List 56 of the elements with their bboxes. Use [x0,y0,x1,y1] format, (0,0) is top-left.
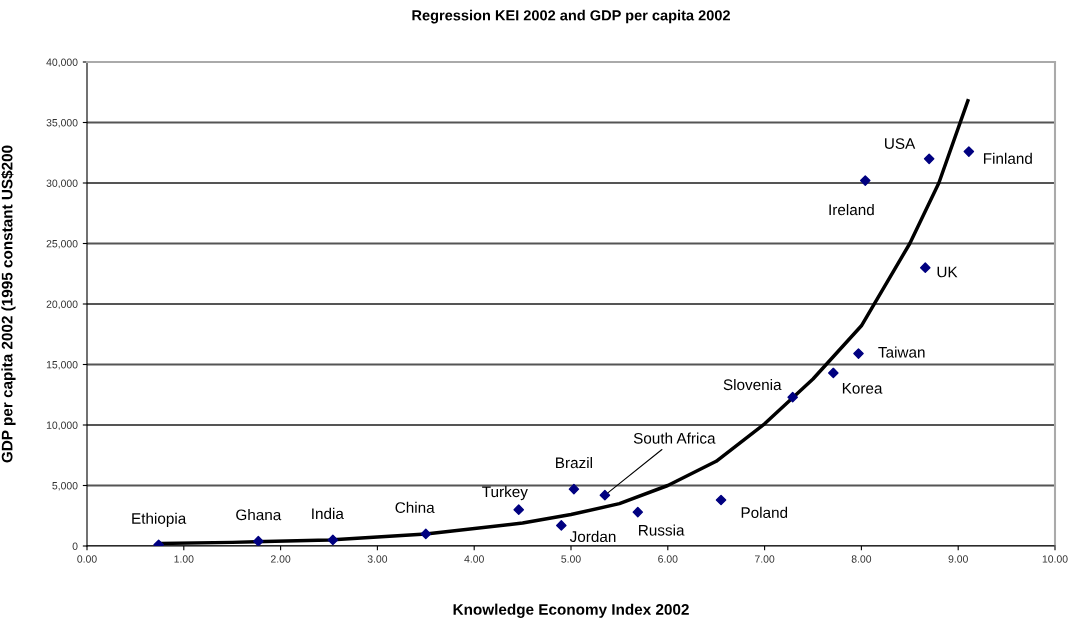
x-tick-label: 9.00 [948,555,968,563]
point [327,534,339,546]
y-tick-label: 30,000 [46,179,78,189]
annotation: Poland [741,506,788,519]
point [568,483,580,495]
point [632,506,644,518]
x-tick-label: 1.00 [174,555,194,563]
chart-title: Regression KEI 2002 and GDP per capita 2002 [412,9,730,24]
y-tick-label: 35,000 [46,119,78,128]
x-tick-label: 7.00 [755,555,775,563]
point [963,146,975,157]
y-tick-label: 15,000 [46,361,78,370]
annotation: Korea [842,383,883,394]
annotation: Brazil [556,457,592,469]
y-tick-label: 40,000 [46,58,78,68]
y-tick-label: 5,000 [52,482,78,491]
annotation: Russia [639,524,685,536]
annotation: South Africa [633,432,716,444]
y-axis-title: GDP per capita 2002 (1995 constant US$200 [1,145,16,463]
y-tick-label: 25,000 [46,240,78,249]
x-tick-label: 0.00 [77,555,97,563]
point [859,175,871,186]
annotation: China [395,501,435,513]
point [919,262,931,274]
point [599,489,611,501]
annotation: Ghana [236,509,282,521]
point [556,520,567,531]
point [513,504,525,516]
x-tick-label: 10.00 [1042,555,1068,563]
x-tick-label: 4.00 [464,555,484,563]
point [853,348,864,359]
annotation: USA [885,138,916,150]
y-tick-label: 10,000 [46,421,78,431]
x-tick-label: 8.00 [851,555,872,563]
annotation: Slovenia [723,378,782,391]
x-tick-label: 5.00 [561,555,581,563]
point [787,391,798,403]
annotation: Jordan [569,530,616,543]
annotation: Taiwan [878,346,925,358]
point [923,153,935,165]
point [253,535,264,546]
x-tick-label: 3.00 [367,555,388,563]
y-tick-label: 20,000 [46,300,78,310]
annotation: Ireland [829,204,874,216]
annotation: Turkey [482,485,528,501]
annotation: India [312,507,344,520]
point [420,528,432,540]
annotation: Ethiopia [132,512,187,527]
point [828,367,839,379]
x-axis-title: Knowledge Economy Index 2002 [453,603,689,618]
point [715,494,727,506]
annotation: UK [937,266,958,278]
x-tick-label: 6.00 [658,555,678,563]
annotation: Finland [983,152,1032,164]
x-tick-label: 2.00 [270,555,291,563]
y-tick-label: 0 [72,542,78,550]
